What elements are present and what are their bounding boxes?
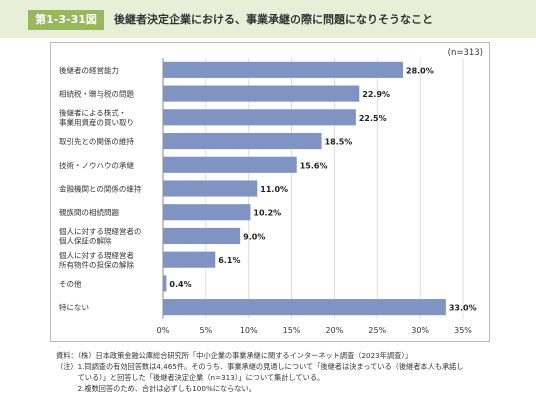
data-label: 33.0% [449,304,477,313]
category-label: 後継者による株式・ [59,108,126,118]
bar [163,299,446,316]
x-tick-label: 20% [326,326,344,335]
data-label: 22.5% [359,114,387,123]
category-label: 取引先との関係の維持 [59,136,134,146]
category-label: 個人保証の解除 [59,236,112,246]
data-label: 22.9% [362,90,390,99]
category-label: 親族間の相続問題 [59,207,119,217]
x-tick-label: 10% [240,326,258,335]
bar [163,132,322,150]
x-tick-label: 0% [157,326,170,335]
chart-frame: (n=313) 後継者の経営能力 28.0% 相続税・贈与税の問題 22.9% 後継者に… [50,42,490,342]
note-line: （注）1.同調査の有効回答数は4,465件。そのうち、事業承継の見通しについて「… [56,362,464,371]
x-tick-label: 30% [411,326,429,335]
data-label: 10.2% [253,209,281,218]
data-label: 6.1% [218,256,240,265]
figure-header: 第1-3-31図 後継者決定企業における、事業承継の際に問題になりそうなこと [0,0,536,38]
figure-title: 後継者決定企業における、事業承継の際に問題になりそうなこと [114,13,433,26]
data-label: 28.0% [406,66,434,75]
bar [163,227,241,245]
category-label: 個人に対する現経営者 [59,250,134,260]
note-line: ている）」と回答した「後継者決定企業（n=313）」について集計している。 [56,373,325,382]
data-label: 0.4% [169,280,191,289]
data-label: 11.0% [260,185,288,194]
category-label: 相続税・贈与税の問題 [59,89,134,99]
note-line: 2.複数回答のため、合計は必ずしも100%にならない。 [56,384,256,393]
data-label: 18.5% [325,138,353,147]
x-tick-label: 5% [200,326,213,335]
bar [163,109,356,126]
bar [163,180,258,197]
category-label: その他 [59,278,82,288]
data-label: 9.0% [243,232,265,241]
category-label: 所有物件の担保の解除 [59,259,134,269]
bar [163,275,167,292]
bar [163,251,216,268]
category-label: 個人に対する現経営者の [59,226,142,236]
x-tick-label: 35% [454,326,472,335]
source-notes: 資料：（株）日本政策金融公庫総合研究所「中小企業の事業承継に関するインターネット… [56,350,526,394]
data-label: 15.6% [300,161,328,170]
category-label: 特にない [59,302,89,312]
category-label: 技術・ノウハウの承継 [59,160,134,170]
bar-chart: 後継者の経営能力 28.0% 相続税・贈与税の問題 22.9% 後継者による株式・事業用… [59,58,477,335]
bar [163,85,360,102]
bar [163,204,251,221]
category-label: 後継者の経営能力 [59,65,119,75]
x-tick-label: 25% [368,326,386,335]
bar [163,61,403,78]
category-label: 金融機関との関係の維持 [59,184,142,194]
sample-size-label: (n=313) [447,48,483,58]
note-line: 資料：（株）日本政策金融公庫総合研究所「中小企業の事業承継に関するインターネット… [56,351,413,360]
x-tick-label: 15% [283,326,301,335]
category-label: 事業用資産の買い取り [59,117,134,127]
figure-number: 第1-3-31図 [28,10,104,30]
bar [163,156,297,173]
